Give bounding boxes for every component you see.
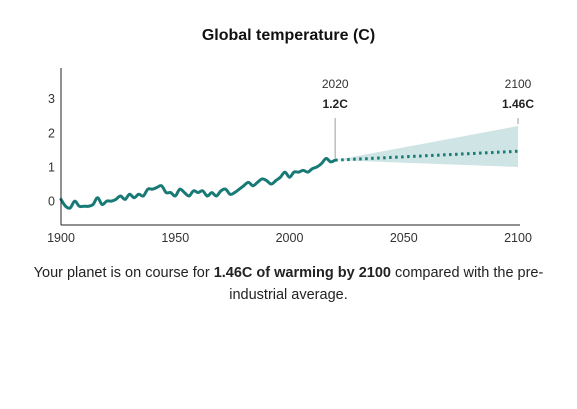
projection-uncertainty-band (335, 126, 518, 167)
observed-temperature-line (59, 156, 337, 210)
chart-title: Global temperature (C) (201, 27, 376, 44)
y-tick-label-3: 3 (48, 92, 55, 106)
y-tick-label-2: 2 (48, 126, 55, 140)
y-tick-label-0: 0 (48, 195, 55, 209)
temperature-chart: 2020 1.2C 2100 1.46C 0 1 2 3 1900 1950 2000 2050 21… (47, 68, 534, 245)
caption-suffix: compared with the pre-industrial average… (229, 265, 544, 303)
annotation-year-2100: 2100 (505, 77, 532, 91)
x-tick-label-1950: 1950 (161, 231, 189, 245)
x-tick-label-1900: 1900 (47, 231, 75, 245)
y-tick-label-1: 1 (48, 160, 55, 174)
x-tick-label-2000: 2000 (276, 231, 304, 245)
caption-prefix: Your planet is on course for (33, 265, 214, 281)
annotation-value-2100: 1.46C (502, 97, 534, 111)
x-tick-label-2100: 2100 (504, 231, 532, 245)
x-tick-label-2050: 2050 (390, 231, 418, 245)
chart-caption: Your planet is on course for 1.46C of wa… (20, 262, 557, 306)
annotation-year-2020: 2020 (322, 77, 349, 91)
projected-temperature-line (335, 149, 519, 162)
annotation-value-2020: 1.2C (323, 97, 349, 111)
caption-highlight: 1.46C of warming by 2100 (213, 265, 391, 281)
